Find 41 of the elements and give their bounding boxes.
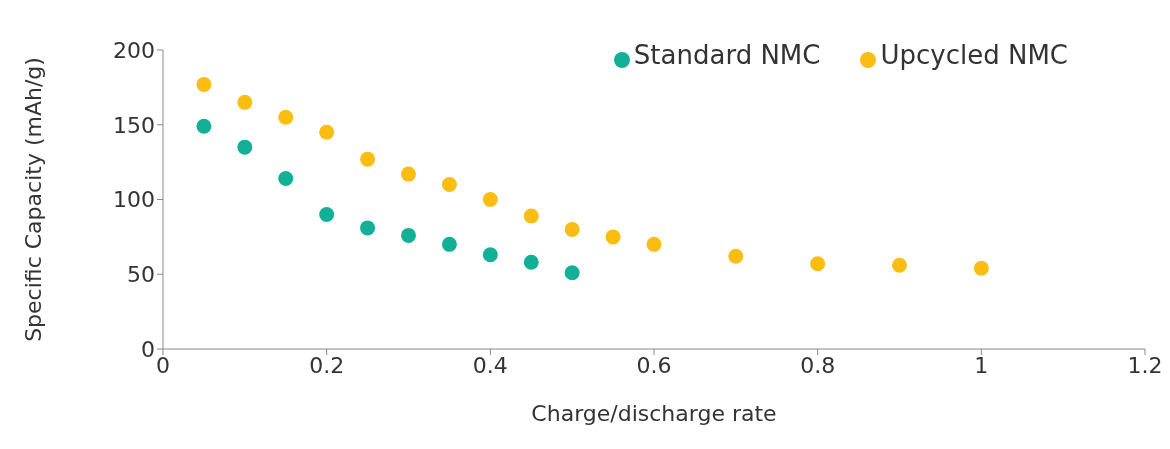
point: [278, 109, 294, 125]
x-axis-title: Charge/discharge rate: [531, 401, 777, 426]
x-tick-label: 0.2: [309, 352, 345, 378]
point: [196, 76, 212, 92]
point: [810, 256, 826, 272]
point: [401, 166, 416, 182]
y-axis-title: Specific Capacity (mAh/g): [20, 57, 46, 342]
legend-label: Standard NMC: [633, 40, 821, 70]
y-tick-label: 200: [113, 37, 155, 63]
x-tick-label: 0.4: [472, 352, 508, 378]
point: [360, 220, 376, 236]
point: [401, 227, 416, 243]
point: [523, 208, 539, 224]
y-tick-label: 100: [113, 187, 155, 213]
point: [319, 206, 335, 222]
x-tick-label: 1.2: [1127, 352, 1163, 378]
legend-label: Upcycled NMC: [880, 40, 1068, 70]
point: [441, 236, 457, 252]
point: [441, 177, 457, 193]
point: [728, 248, 744, 264]
point: [278, 171, 294, 187]
point: [564, 221, 580, 237]
point: [196, 118, 212, 134]
point: [482, 247, 498, 263]
y-tick-label: 50: [127, 262, 155, 288]
point: [564, 265, 580, 281]
x-tick-label: 0.6: [636, 352, 672, 378]
x-tick-label: 0.8: [800, 352, 836, 378]
point: [892, 257, 907, 273]
point: [646, 236, 662, 252]
y-tick-label: 0: [141, 336, 155, 362]
point: [237, 94, 253, 110]
point: [237, 139, 253, 155]
point: [523, 254, 539, 270]
x-tick-label: 1: [974, 352, 989, 378]
y-tick-label: 150: [113, 112, 155, 138]
point: [973, 260, 989, 276]
point: [482, 192, 498, 207]
point: [605, 229, 621, 245]
point: [319, 124, 335, 140]
point: [360, 151, 376, 167]
